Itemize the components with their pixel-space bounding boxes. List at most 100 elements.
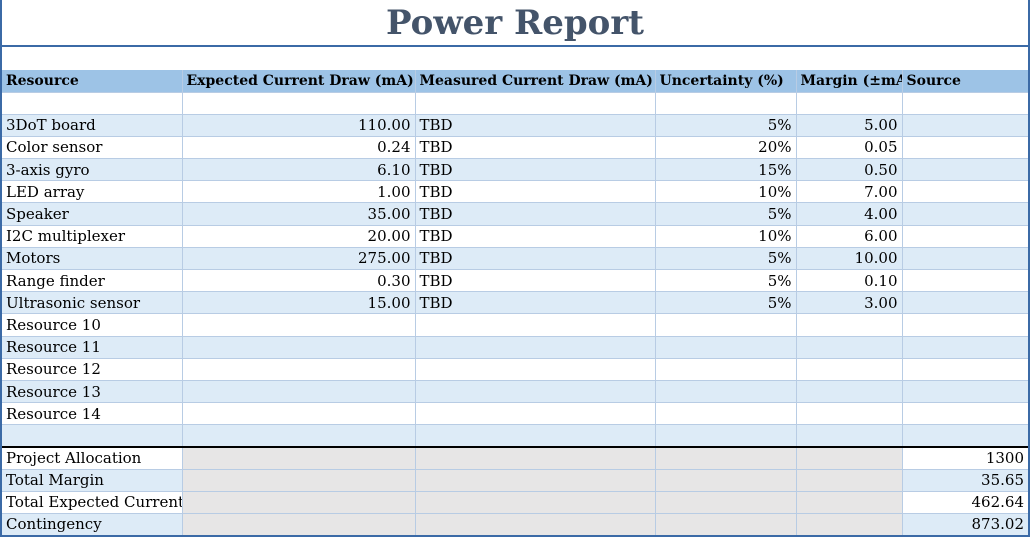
summary-label[interactable]: Total Margin xyxy=(0,469,183,492)
table-cell[interactable] xyxy=(182,402,416,426)
table-cell[interactable]: 3DoT board xyxy=(0,114,183,137)
table-cell[interactable]: 20% xyxy=(655,136,797,160)
summary-empty-cell[interactable] xyxy=(796,491,903,515)
table-cell[interactable] xyxy=(415,92,656,115)
table-cell[interactable] xyxy=(902,380,1030,404)
table-cell[interactable]: 5% xyxy=(655,291,797,315)
table-cell[interactable]: Speaker xyxy=(0,202,183,226)
table-cell[interactable] xyxy=(655,358,797,381)
table-cell[interactable] xyxy=(415,380,656,404)
table-cell[interactable]: 5% xyxy=(655,202,797,226)
table-cell[interactable] xyxy=(902,180,1030,204)
table-cell[interactable] xyxy=(902,225,1030,248)
summary-empty-cell[interactable] xyxy=(182,491,416,515)
summary-empty-cell[interactable] xyxy=(655,445,797,470)
table-cell[interactable] xyxy=(415,313,656,337)
table-cell[interactable]: 0.05 xyxy=(796,136,903,160)
table-cell[interactable]: 20.00 xyxy=(182,225,416,248)
table-cell[interactable] xyxy=(902,358,1030,381)
table-cell[interactable]: TBD xyxy=(415,291,656,315)
table-cell[interactable] xyxy=(902,336,1030,359)
table-cell[interactable] xyxy=(796,402,903,426)
table-cell[interactable] xyxy=(655,402,797,426)
table-cell[interactable]: Range finder xyxy=(0,269,183,293)
table-cell[interactable] xyxy=(796,424,903,448)
summary-value[interactable]: 873.02 xyxy=(902,513,1030,537)
table-cell[interactable] xyxy=(902,114,1030,137)
summary-empty-cell[interactable] xyxy=(796,445,903,470)
table-cell[interactable]: 110.00 xyxy=(182,114,416,137)
table-cell[interactable] xyxy=(655,313,797,337)
table-cell[interactable]: 4.00 xyxy=(796,202,903,226)
summary-empty-cell[interactable] xyxy=(796,513,903,537)
table-cell[interactable]: 5% xyxy=(655,114,797,137)
table-cell[interactable]: 10% xyxy=(655,225,797,248)
table-cell[interactable] xyxy=(902,402,1030,426)
table-cell[interactable]: 7.00 xyxy=(796,180,903,204)
table-cell[interactable]: Ultrasonic sensor xyxy=(0,291,183,315)
column-header[interactable]: Resource xyxy=(0,70,183,93)
summary-empty-cell[interactable] xyxy=(796,469,903,492)
table-cell[interactable] xyxy=(415,402,656,426)
summary-value[interactable]: 1300 xyxy=(902,445,1030,470)
table-cell[interactable]: 0.30 xyxy=(182,269,416,293)
table-cell[interactable] xyxy=(902,136,1030,160)
column-header[interactable]: Measured Current Draw (mA) xyxy=(415,70,656,93)
table-cell[interactable] xyxy=(902,202,1030,226)
table-cell[interactable] xyxy=(182,358,416,381)
table-cell[interactable] xyxy=(182,424,416,448)
table-cell[interactable]: TBD xyxy=(415,202,656,226)
table-cell[interactable]: TBD xyxy=(415,180,656,204)
summary-empty-cell[interactable] xyxy=(182,469,416,492)
column-header[interactable]: Source xyxy=(902,70,1030,93)
table-cell[interactable]: 5% xyxy=(655,247,797,271)
table-cell[interactable]: Resource 10 xyxy=(0,313,183,337)
table-cell[interactable]: 10.00 xyxy=(796,247,903,271)
summary-empty-cell[interactable] xyxy=(655,469,797,492)
table-cell[interactable]: TBD xyxy=(415,247,656,271)
table-cell[interactable]: TBD xyxy=(415,269,656,293)
table-cell[interactable] xyxy=(415,358,656,381)
summary-label[interactable]: Total Expected Current xyxy=(0,491,183,515)
table-cell[interactable] xyxy=(796,358,903,381)
table-cell[interactable]: Color sensor xyxy=(0,136,183,160)
table-cell[interactable]: 6.00 xyxy=(796,225,903,248)
table-cell[interactable] xyxy=(182,380,416,404)
table-cell[interactable] xyxy=(796,92,903,115)
table-cell[interactable]: 15.00 xyxy=(182,291,416,315)
table-cell[interactable] xyxy=(796,380,903,404)
table-cell[interactable]: 1.00 xyxy=(182,180,416,204)
summary-empty-cell[interactable] xyxy=(415,445,656,470)
table-cell[interactable] xyxy=(415,424,656,448)
column-header[interactable]: Margin (±mA) xyxy=(796,70,903,93)
table-cell[interactable] xyxy=(655,336,797,359)
table-cell[interactable]: Resource 11 xyxy=(0,336,183,359)
table-cell[interactable]: 0.10 xyxy=(796,269,903,293)
table-cell[interactable]: 5% xyxy=(655,269,797,293)
column-header[interactable]: Expected Current Draw (mA) xyxy=(182,70,416,93)
table-cell[interactable]: 3-axis gyro xyxy=(0,158,183,182)
table-cell[interactable] xyxy=(182,92,416,115)
table-cell[interactable]: 10% xyxy=(655,180,797,204)
table-cell[interactable] xyxy=(796,313,903,337)
table-cell[interactable] xyxy=(796,336,903,359)
summary-empty-cell[interactable] xyxy=(182,445,416,470)
table-cell[interactable]: LED array xyxy=(0,180,183,204)
table-cell[interactable]: Motors xyxy=(0,247,183,271)
summary-label[interactable]: Contingency xyxy=(0,513,183,537)
summary-value[interactable]: 462.64 xyxy=(902,491,1030,515)
table-cell[interactable]: 0.24 xyxy=(182,136,416,160)
table-cell[interactable] xyxy=(182,336,416,359)
table-cell[interactable] xyxy=(902,92,1030,115)
table-cell[interactable]: TBD xyxy=(415,225,656,248)
table-cell[interactable] xyxy=(655,92,797,115)
table-cell[interactable] xyxy=(902,247,1030,271)
summary-empty-cell[interactable] xyxy=(655,513,797,537)
table-cell[interactable] xyxy=(0,92,183,115)
summary-empty-cell[interactable] xyxy=(415,469,656,492)
table-cell[interactable]: TBD xyxy=(415,114,656,137)
blank-row[interactable] xyxy=(0,47,1030,70)
summary-empty-cell[interactable] xyxy=(415,513,656,537)
column-header[interactable]: Uncertainty (%) xyxy=(655,70,797,93)
table-cell[interactable]: Resource 12 xyxy=(0,358,183,381)
